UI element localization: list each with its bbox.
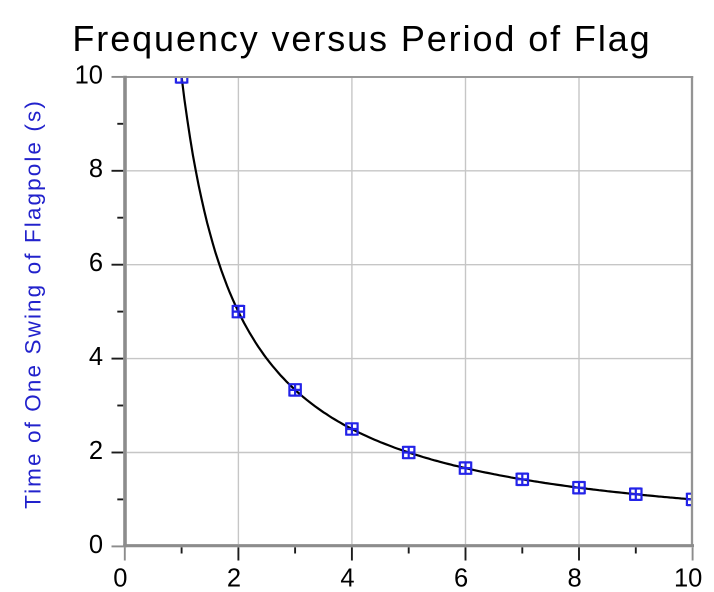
svg-text:10: 10	[674, 564, 702, 592]
svg-text:6: 6	[454, 564, 468, 592]
svg-text:0: 0	[113, 564, 127, 592]
svg-text:2: 2	[227, 564, 241, 592]
svg-text:Time of One Swing of Flagpole: Time of One Swing of Flagpole (s)	[21, 99, 46, 509]
svg-text:Frequency versus Period of Fla: Frequency versus Period of Flag	[72, 18, 651, 59]
svg-text:8: 8	[89, 155, 103, 183]
svg-text:6: 6	[89, 249, 103, 277]
svg-text:2: 2	[89, 437, 103, 465]
svg-text:10: 10	[75, 61, 103, 89]
svg-text:4: 4	[89, 343, 103, 371]
svg-text:4: 4	[340, 564, 354, 592]
svg-text:8: 8	[568, 564, 582, 592]
svg-text:0: 0	[89, 531, 103, 559]
